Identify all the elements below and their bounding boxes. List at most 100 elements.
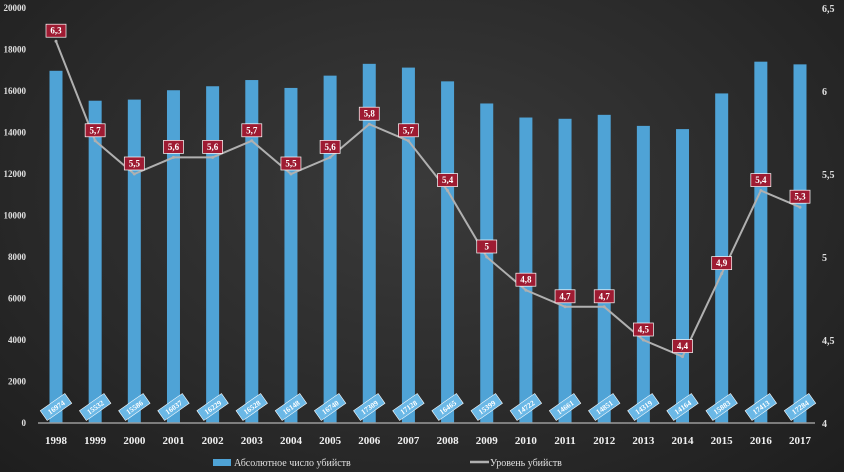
- x-tick-label: 2007: [397, 435, 420, 447]
- rate-point: [93, 139, 97, 143]
- bar-label-box: [274, 393, 308, 421]
- left-tick-label: 16000: [4, 86, 27, 96]
- rate-label: 5,7: [246, 125, 258, 135]
- rate-point: [641, 338, 645, 342]
- rate-label-box: [476, 239, 498, 254]
- bar-2004: [284, 87, 298, 423]
- bar-label-box: [431, 393, 464, 421]
- bar-2005: [323, 75, 337, 424]
- x-tick-label: 2017: [789, 435, 812, 447]
- rate-label: 5,5: [285, 159, 297, 169]
- bar-label-box: [744, 393, 777, 421]
- x-tick-label: 2011: [554, 435, 575, 447]
- left-tick-label: 8000: [8, 252, 27, 262]
- legend: Абсолютное число убийств Уровень убийств: [213, 458, 562, 469]
- rate-label: 5,4: [755, 175, 767, 185]
- legend-line-label: Уровень убийств: [490, 458, 562, 469]
- bar-label-box: [79, 393, 112, 421]
- bar-2010: [519, 117, 533, 424]
- rate-point: [211, 155, 215, 159]
- rate-point: [759, 189, 763, 193]
- rate-label: 4,7: [599, 291, 611, 301]
- right-tick-label: 5: [822, 253, 827, 264]
- rate-label: 6,3: [50, 26, 62, 36]
- x-tick-label: 2002: [202, 435, 225, 447]
- x-tick-label: 2009: [476, 435, 499, 447]
- bar-label-box: [783, 393, 817, 421]
- rate-label: 4,9: [716, 258, 728, 268]
- bar-label-box: [118, 393, 151, 421]
- bar-2001: [166, 90, 180, 424]
- rate-label-box: [593, 289, 615, 304]
- x-tick-label: 2012: [593, 435, 616, 447]
- rate-point: [798, 205, 802, 209]
- bar-2016: [754, 61, 768, 424]
- bar-label-box: [588, 393, 621, 421]
- bar-1998: [49, 70, 63, 424]
- rate-label: 5,6: [168, 142, 180, 152]
- bar-1999: [88, 100, 102, 423]
- bar-label-box: [392, 393, 425, 421]
- rate-point: [681, 355, 685, 359]
- x-tick-label: 1999: [84, 435, 107, 447]
- bar-2013: [636, 125, 650, 424]
- x-tick-label: 2014: [672, 435, 695, 447]
- right-tick-label: 6,5: [822, 4, 835, 15]
- right-axis: 4 4,5 5 5,5 6 6,5: [822, 4, 835, 430]
- rate-label-box: [398, 123, 419, 138]
- x-tick-label: 2003: [241, 435, 264, 447]
- left-tick-label: 6000: [8, 294, 27, 304]
- x-tick-label: 2000: [123, 435, 146, 447]
- left-tick-label: 10000: [4, 211, 27, 221]
- left-tick-label: 12000: [4, 169, 27, 179]
- rate-label-box: [672, 339, 693, 353]
- right-tick-label: 4,5: [822, 336, 835, 347]
- rate-label: 4,4: [677, 341, 689, 351]
- rate-label-box: [202, 140, 223, 154]
- left-tick-label: 18000: [4, 45, 27, 55]
- rate-label: 5,4: [442, 175, 454, 185]
- rate-label: 5,7: [90, 125, 102, 135]
- bar-label-box: [196, 393, 229, 421]
- rate-point: [720, 272, 724, 276]
- x-axis-labels: 1998 1999 2000 2001 2002 2003 2004 2005 2006 2007…: [45, 435, 812, 447]
- bar-label-box: [509, 393, 543, 421]
- left-tick-label: 14000: [4, 128, 27, 138]
- bar-label-box: [548, 393, 582, 421]
- x-tick-label: 2004: [280, 435, 303, 447]
- rate-label-box: [711, 256, 733, 270]
- right-tick-label: 4: [822, 419, 827, 430]
- left-tick-label: 2000: [8, 377, 27, 387]
- rate-label: 5,3: [794, 192, 806, 202]
- bar-label-box: [705, 393, 738, 421]
- rate-label-box: [163, 140, 184, 154]
- right-tick-label: 5,5: [822, 170, 835, 181]
- bar-2008: [441, 81, 455, 423]
- bar-2009: [480, 103, 494, 423]
- bar-label-box: [39, 393, 73, 421]
- bar-2006: [362, 63, 376, 423]
- x-tick-label: 2016: [750, 435, 773, 447]
- rate-point: [563, 305, 567, 309]
- rate-label-box: [84, 123, 106, 138]
- rate-label: 4,5: [638, 325, 650, 335]
- rate-label-box: [437, 173, 458, 187]
- x-tick-label: 2001: [162, 435, 184, 447]
- rate-point: [250, 139, 254, 143]
- rate-point: [289, 172, 293, 176]
- rate-label: 4,8: [520, 275, 532, 285]
- rate-point: [524, 288, 528, 292]
- legend-bar-label: Абсолютное число убийств: [234, 458, 351, 469]
- rate-label-box: [241, 123, 263, 138]
- rate-point: [446, 189, 450, 193]
- bar-label-box: [627, 393, 660, 421]
- bar-2017: [793, 64, 807, 424]
- bar-2014: [676, 129, 690, 424]
- bar-label-box: [666, 393, 699, 421]
- rate-point: [54, 39, 58, 43]
- x-tick-label: 2010: [515, 435, 538, 447]
- bar-label-box: [313, 393, 347, 421]
- x-tick-label: 1998: [45, 435, 68, 447]
- rate-point: [171, 155, 175, 159]
